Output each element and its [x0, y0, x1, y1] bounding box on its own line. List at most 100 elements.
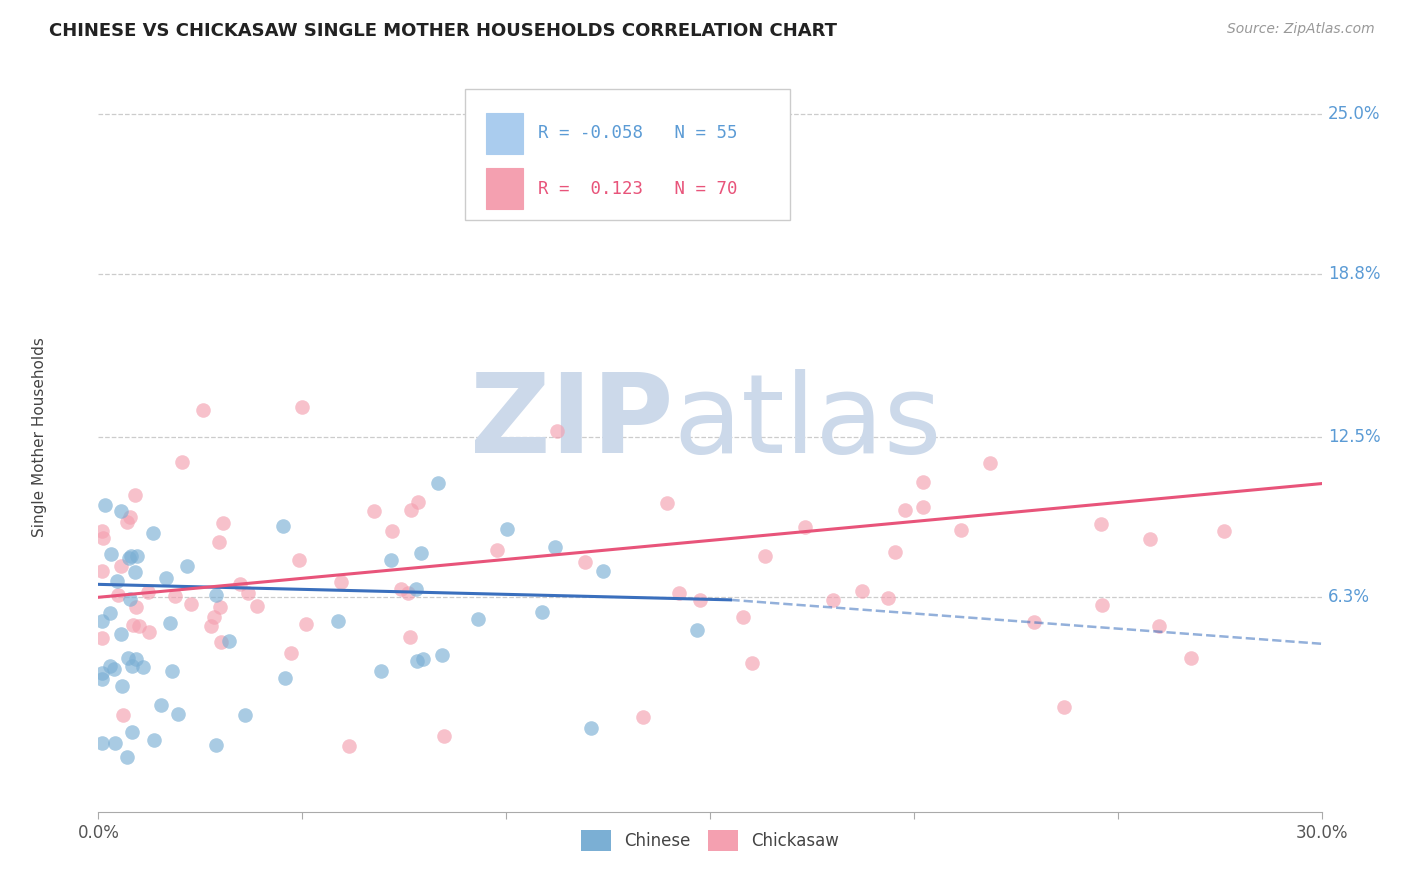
- Point: [1022, 615, 1045, 629]
- Point: [883, 545, 905, 559]
- Point: [121, 659, 143, 673]
- Point: [337, 739, 360, 753]
- Point: [851, 583, 873, 598]
- Point: [91, 631, 114, 645]
- Point: [592, 564, 614, 578]
- Point: [380, 553, 402, 567]
- Point: [229, 577, 252, 591]
- Text: atlas: atlas: [673, 368, 942, 475]
- Point: [399, 502, 422, 516]
- Point: [124, 565, 146, 579]
- Point: [731, 609, 754, 624]
- Point: [326, 614, 349, 628]
- Point: [163, 589, 186, 603]
- Text: 6.3%: 6.3%: [1327, 588, 1369, 607]
- Point: [125, 599, 148, 614]
- Point: [405, 654, 427, 668]
- Point: [111, 679, 134, 693]
- Point: [141, 525, 163, 540]
- Point: [950, 523, 973, 537]
- Point: [689, 592, 711, 607]
- Point: [531, 605, 554, 619]
- Point: [91, 672, 114, 686]
- Point: [633, 710, 655, 724]
- Point: [1212, 524, 1234, 539]
- Point: [115, 749, 138, 764]
- Point: [574, 555, 596, 569]
- Point: [98, 658, 121, 673]
- Point: [117, 516, 139, 530]
- Text: Source: ZipAtlas.com: Source: ZipAtlas.com: [1227, 22, 1375, 37]
- Text: R = -0.058   N = 55: R = -0.058 N = 55: [537, 124, 737, 142]
- Point: [686, 624, 709, 638]
- Point: [91, 665, 114, 680]
- Point: [138, 625, 160, 640]
- Point: [274, 671, 297, 685]
- Point: [150, 698, 173, 712]
- Point: [406, 495, 429, 509]
- Point: [118, 509, 141, 524]
- Point: [202, 610, 225, 624]
- Bar: [486, 169, 523, 210]
- Point: [894, 503, 917, 517]
- Point: [979, 456, 1001, 470]
- Point: [433, 729, 456, 743]
- Point: [110, 503, 132, 517]
- Point: [211, 516, 233, 530]
- Point: [271, 519, 294, 533]
- Point: [295, 617, 318, 632]
- Point: [121, 724, 143, 739]
- Point: [233, 708, 256, 723]
- Point: [124, 488, 146, 502]
- Point: [155, 571, 177, 585]
- Point: [291, 400, 314, 414]
- Point: [821, 593, 844, 607]
- Point: [912, 475, 935, 489]
- Point: [107, 588, 129, 602]
- Point: [1139, 533, 1161, 547]
- Point: [1147, 619, 1170, 633]
- Point: [287, 553, 309, 567]
- Point: [398, 630, 420, 644]
- Text: 25.0%: 25.0%: [1327, 105, 1381, 123]
- Point: [98, 607, 121, 621]
- Point: [657, 496, 679, 510]
- Text: R =  0.123   N = 70: R = 0.123 N = 70: [537, 180, 737, 198]
- Point: [176, 559, 198, 574]
- Point: [205, 588, 228, 602]
- Point: [793, 520, 815, 534]
- Text: ZIP: ZIP: [470, 368, 673, 475]
- Point: [91, 532, 114, 546]
- Point: [579, 721, 602, 735]
- Point: [877, 591, 900, 606]
- Point: [103, 662, 125, 676]
- Point: [125, 652, 148, 666]
- Point: [180, 597, 202, 611]
- Point: [396, 585, 419, 599]
- Point: [405, 582, 427, 596]
- Point: [546, 424, 568, 438]
- Point: [100, 547, 122, 561]
- Point: [110, 559, 132, 574]
- Point: [236, 586, 259, 600]
- Point: [91, 524, 114, 538]
- Point: [204, 738, 226, 752]
- Point: [430, 648, 453, 662]
- Point: [330, 575, 353, 590]
- Point: [389, 582, 412, 596]
- Point: [200, 619, 222, 633]
- Point: [127, 549, 149, 564]
- Point: [91, 735, 114, 749]
- Point: [167, 707, 190, 722]
- Point: [132, 660, 155, 674]
- Point: [191, 403, 214, 417]
- FancyBboxPatch shape: [465, 88, 790, 219]
- Point: [104, 736, 127, 750]
- Point: [409, 545, 432, 559]
- Point: [668, 585, 690, 599]
- Point: [128, 619, 150, 633]
- Point: [172, 454, 194, 468]
- Point: [94, 498, 117, 512]
- Point: [280, 646, 302, 660]
- Point: [209, 635, 232, 649]
